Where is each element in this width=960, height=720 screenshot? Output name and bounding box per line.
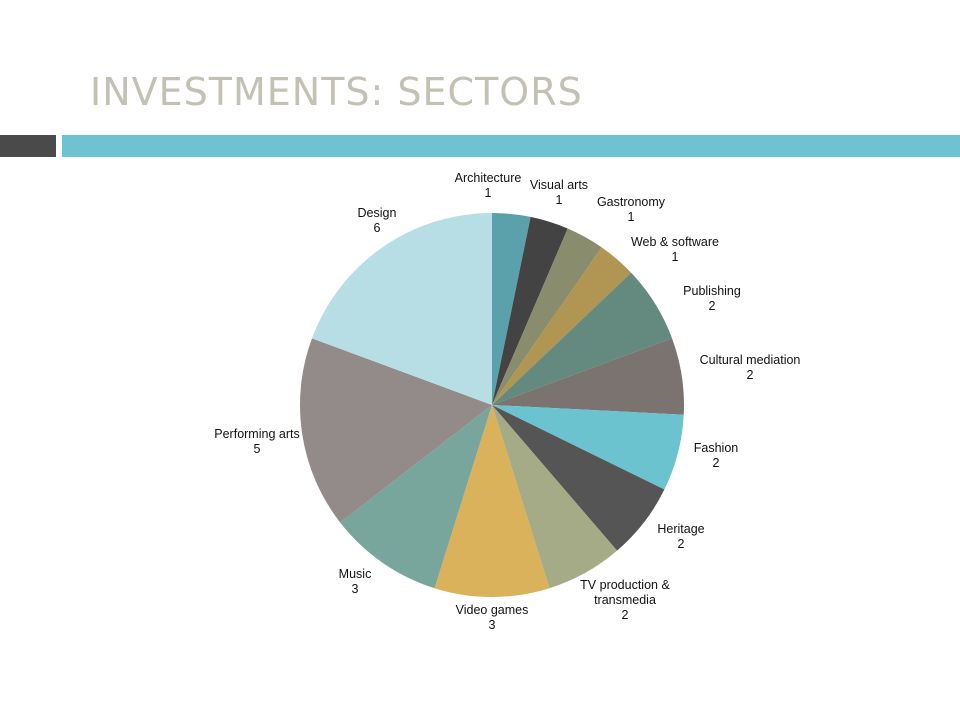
pie-slice-design (311, 213, 492, 405)
pie-slice-visual-arts (492, 216, 568, 405)
pie-label-visual-arts: Visual arts 1 (530, 178, 588, 207)
pie-label-cultural-mediation: Cultural mediation 2 (700, 353, 801, 382)
pie-label-publishing: Publishing 2 (683, 284, 741, 313)
pie-slice-heritage (492, 405, 665, 551)
pie-slice-cultural-mediation (492, 338, 684, 415)
pie-label-architecture: Architecture 1 (455, 171, 522, 200)
pie-slice-web-and-software (492, 247, 632, 405)
pie-slice-architecture (492, 212, 531, 405)
pie-label-performing-arts: Performing arts 5 (214, 427, 299, 456)
pie-label-video-games: Video games 3 (456, 603, 529, 632)
pie-label-music: Music 3 (339, 567, 372, 596)
title-dark-bar (0, 135, 56, 157)
pie-label-fashion: Fashion 2 (694, 441, 739, 470)
slide-title: INVESTMENTS: SECTORS (90, 70, 583, 114)
pie-slice-performing-arts (300, 338, 492, 523)
pie-slice-gastronomy (492, 228, 602, 405)
pie-label-tv-production-and-transmedia: TV production & transmedia 2 (580, 578, 670, 622)
pie-slice-publishing (492, 272, 673, 405)
pie-label-heritage: Heritage 2 (657, 522, 704, 551)
pie-slice-tv-production-and-transmedia (492, 405, 618, 589)
pie-label-gastronomy: Gastronomy 1 (597, 195, 666, 224)
title-accent-bar (62, 135, 960, 157)
pie-slice-video-games (434, 405, 550, 597)
pie-slice-fashion (492, 405, 684, 490)
pie-label-web-and-software: Web & software 1 (631, 235, 719, 264)
pie-slice-music (340, 405, 492, 589)
pie-label-design: Design 6 (358, 206, 397, 235)
